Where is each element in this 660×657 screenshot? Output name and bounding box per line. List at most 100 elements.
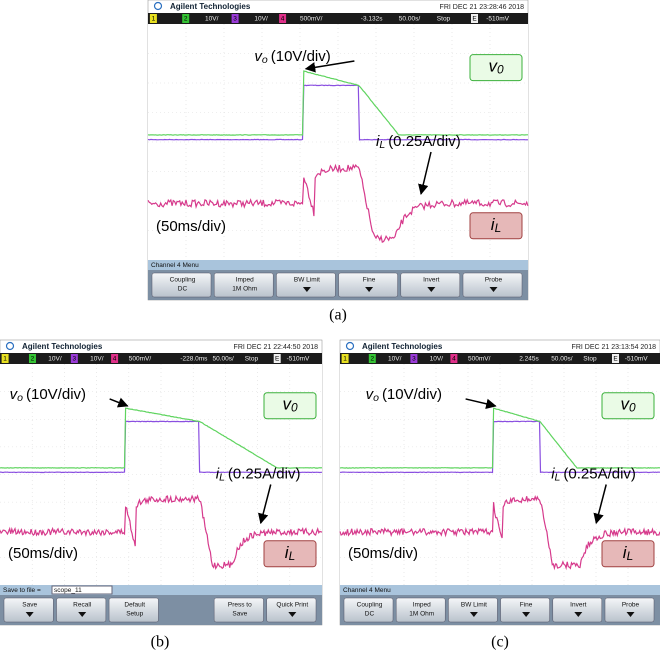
- channel-number: 2: [31, 356, 35, 363]
- status-readout: 10V/: [430, 356, 444, 363]
- softkey-label: Probe: [485, 277, 503, 284]
- softkey-label: BW Limit: [461, 602, 487, 609]
- channel-number: 1: [343, 356, 347, 363]
- scope-screenshot: Agilent Technologies FRI DEC 21 23:13:54 …: [340, 340, 660, 625]
- time-scale: (50ms/div): [348, 545, 418, 562]
- status-readout: -3.132s: [361, 16, 383, 23]
- status-readout: -510mV: [486, 16, 509, 23]
- il-annotation: iL(0.25A/div): [551, 465, 636, 483]
- status-readout: -228.0ms: [180, 356, 208, 363]
- subscript: o: [262, 54, 268, 66]
- scale-text: (0.25A/div): [228, 465, 301, 482]
- brand-name: Agilent Technologies: [170, 2, 251, 11]
- softkey-label: Recall: [73, 602, 92, 609]
- panel-caption: (b): [151, 634, 170, 651]
- scale-text: (10V/div): [271, 48, 331, 65]
- softkey-label: Coupling: [357, 602, 383, 609]
- softkey-label: Imped: [236, 277, 254, 284]
- subscript: L: [495, 221, 502, 235]
- status-readout: 50.00s/: [213, 356, 235, 363]
- status-readout: 2.245s: [519, 356, 539, 363]
- softkey-label: Coupling: [170, 277, 196, 284]
- subscript: 0: [497, 63, 504, 77]
- softkey-value: DC: [178, 286, 188, 293]
- status-readout: 10V/: [205, 16, 219, 23]
- status-readout: 500mV/: [468, 356, 491, 363]
- subscript: L: [379, 139, 385, 151]
- softkey-label: Fine: [363, 277, 376, 284]
- softkey-label: BW Limit: [294, 277, 320, 284]
- status-readout: 50.00s/: [399, 16, 421, 23]
- subscript: L: [219, 471, 225, 483]
- status-readout: -510mV: [625, 356, 648, 363]
- channel-number: 4: [452, 356, 456, 363]
- scale-text: (0.25A/div): [563, 465, 636, 482]
- softkey-label: Probe: [622, 602, 640, 609]
- softkey-label: Quick Print: [276, 602, 308, 609]
- figure: Agilent Technologies FRI DEC 21 23:28:46 …: [0, 0, 660, 657]
- scope-screenshot: Agilent Technologies FRI DEC 21 22:44:50 …: [0, 340, 322, 625]
- menu-title: Channel 4 Menu: [343, 587, 391, 594]
- status-readout: 500mV/: [300, 16, 323, 23]
- status-readout: 10V/: [48, 356, 62, 363]
- status-readout: 50.00s/: [551, 356, 573, 363]
- il-annotation: iL(0.25A/div): [376, 133, 461, 151]
- channel-number: E: [275, 356, 280, 363]
- channel-number: 4: [281, 16, 285, 23]
- status-readout: 500mV/: [129, 356, 152, 363]
- channel-number: 3: [233, 16, 237, 23]
- scale-text: (0.25A/div): [388, 133, 461, 150]
- subscript: 0: [629, 401, 636, 415]
- menu-title: Channel 4 Menu: [151, 262, 199, 269]
- channel-number: E: [472, 16, 477, 23]
- channel-number: 1: [152, 16, 156, 23]
- channel-number: 3: [412, 356, 416, 363]
- datetime: FRI DEC 21 23:13:54 2018: [572, 344, 657, 351]
- status-readout: Stop: [245, 356, 259, 363]
- softkey-value: 1M Ohm: [409, 611, 434, 618]
- channel-number: E: [613, 356, 618, 363]
- subscript: L: [555, 471, 561, 483]
- subscript: 0: [291, 401, 298, 415]
- menu-title: Save to file =: [3, 587, 41, 594]
- status-readout: Stop: [437, 16, 451, 23]
- subscript: L: [289, 549, 296, 563]
- file-name: scope_11: [54, 587, 82, 594]
- status-readout: -510mV: [287, 356, 310, 363]
- brand-name: Agilent Technologies: [362, 342, 443, 351]
- panel-caption: (c): [491, 634, 509, 651]
- softkey-value: Save: [232, 611, 247, 618]
- softkey-value: Setup: [126, 611, 143, 618]
- datetime: FRI DEC 21 23:28:46 2018: [440, 4, 525, 11]
- scope-screenshot: Agilent Technologies FRI DEC 21 23:28:46 …: [148, 0, 528, 300]
- channel-number: 2: [184, 16, 188, 23]
- brand-name: Agilent Technologies: [22, 342, 103, 351]
- softkey-label: Default: [124, 602, 145, 609]
- status-readout: 10V/: [254, 16, 268, 23]
- status-readout: 10V/: [90, 356, 104, 363]
- softkey-label: Invert: [423, 277, 439, 284]
- softkey-label: Press to: [228, 602, 252, 609]
- status-readout: 10V/: [388, 356, 402, 363]
- channel-number: 3: [73, 356, 77, 363]
- softkey-label: Imped: [413, 602, 431, 609]
- il-annotation: iL(0.25A/div): [216, 465, 301, 483]
- menu-title-bar: [148, 260, 528, 270]
- datetime: FRI DEC 21 22:44:50 2018: [234, 344, 319, 351]
- time-scale: (50ms/div): [156, 218, 226, 235]
- channel-number: 1: [3, 356, 7, 363]
- subscript: o: [373, 392, 379, 404]
- softkey-value: 1M Ohm: [232, 286, 257, 293]
- softkey-label: Save: [22, 602, 37, 609]
- softkey-label: Invert: [570, 602, 586, 609]
- softkey-value: DC: [365, 611, 375, 618]
- menu-title-bar: [0, 585, 322, 595]
- subscript: o: [17, 392, 23, 404]
- subscript: L: [627, 549, 634, 563]
- scale-text: (10V/div): [382, 386, 442, 403]
- time-scale: (50ms/div): [8, 545, 78, 562]
- softkey-label: Fine: [520, 602, 533, 609]
- panel-caption: (a): [329, 307, 347, 324]
- channel-number: 2: [370, 356, 374, 363]
- status-readout: Stop: [583, 356, 597, 363]
